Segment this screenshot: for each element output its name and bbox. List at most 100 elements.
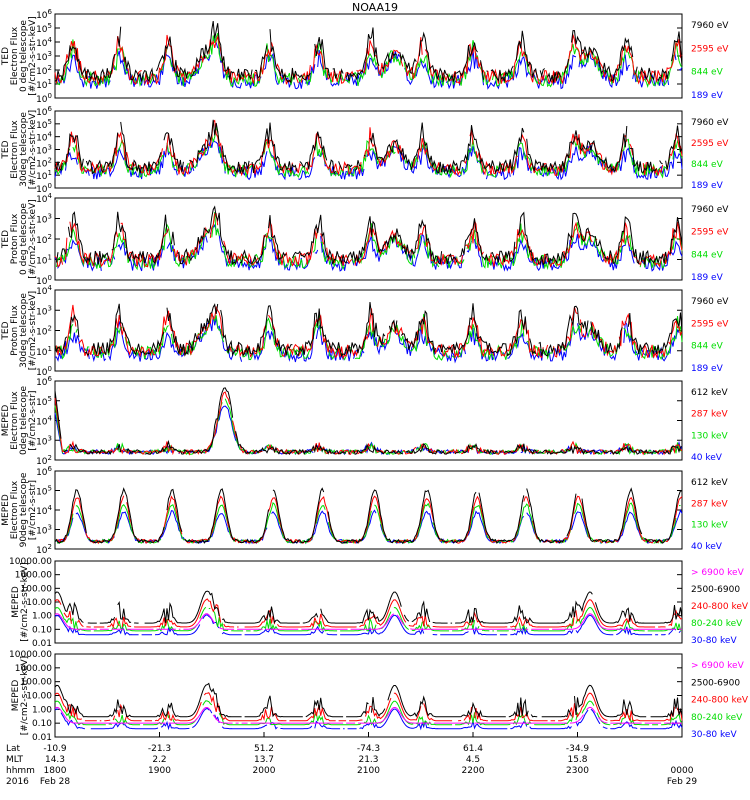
legend-label: 80-240 keV [691, 713, 743, 723]
x-tick-label: Feb 29 [667, 777, 698, 787]
legend-label: 189 eV [691, 273, 724, 283]
y-tick-label: 100.00 [21, 678, 53, 688]
y-tick-label: 106 [36, 105, 52, 118]
series-line-1 [54, 487, 683, 545]
y-tick-label: 101 [36, 254, 52, 267]
y-axis-label: [#/cm2-s-str-keV] [20, 562, 30, 641]
y-tick-label: 105 [36, 485, 52, 498]
x-tick-label: 13.7 [254, 755, 274, 765]
x-tick-label: 2.2 [152, 755, 166, 765]
legend-label: 189 eV [691, 181, 724, 191]
x-tick-label: 51.2 [254, 744, 274, 754]
y-tick-label: 0.10 [32, 625, 52, 635]
y-tick-label: 104 [36, 415, 52, 428]
legend-label: 2595 eV [691, 139, 729, 149]
y-axis-label: 0deg telescope [19, 386, 29, 456]
legend-label: 240-800 keV [691, 602, 749, 612]
y-tick-label: 106 [36, 375, 52, 388]
y-axis-label: [#/cm2-s-str-keV] [28, 199, 38, 278]
y-axis-label: TED [1, 321, 11, 340]
y-axis-label: 30deg telescope [19, 112, 29, 187]
y-axis-label: 90deg telescope [19, 472, 29, 547]
x-tick-label: 1800 [44, 766, 67, 776]
x-tick-label: Feb 28 [40, 777, 71, 787]
y-axis-label: 0 deg telescope [19, 203, 29, 275]
y-tick-label: 100 [36, 182, 52, 195]
legend-label: 7960 eV [691, 118, 729, 128]
y-tick-label: 106 [36, 8, 52, 21]
y-tick-label: 101 [36, 78, 52, 91]
legend-label: 2595 eV [691, 228, 729, 238]
y-tick-label: 103 [36, 434, 52, 447]
y-axis-label: Electron Flux [10, 120, 20, 179]
y-axis-label: Electron Flux [10, 480, 20, 539]
y-tick-label: 104 [36, 284, 52, 297]
y-axis-label: MEPED [11, 586, 21, 618]
y-tick-label: 104 [36, 504, 52, 517]
series-line-1 [54, 21, 683, 85]
series-line-5 [54, 614, 681, 636]
y-tick-label: 100 [36, 365, 52, 378]
panel-6: 102 103 104 105 106 MEPED Electron Flux 90deg t… [1, 465, 728, 556]
y-tick-label: 102 [36, 543, 52, 556]
y-tick-label: 10000.00 [9, 650, 52, 660]
series-line-3 [54, 692, 683, 722]
series-line-1 [54, 301, 683, 357]
y-tick-label: 10000.00 [9, 557, 52, 567]
x-tick-label: -21.3 [148, 744, 171, 754]
legend-label: > 6900 keV [691, 661, 745, 671]
y-tick-label: 105 [36, 22, 52, 35]
y-tick-label: 1000.00 [15, 571, 52, 581]
y-tick-label: 104 [36, 192, 52, 205]
y-axis-label: TED [1, 47, 11, 66]
y-tick-label: 1.00 [32, 705, 52, 715]
y-tick-label: 103 [36, 213, 52, 226]
series-line-1 [54, 119, 683, 175]
y-axis-label: Proton Flux [10, 305, 20, 356]
y-axis-label: 0 deg telescope [19, 20, 29, 92]
y-tick-label: 103 [36, 144, 52, 157]
x-tick-label: 15.8 [567, 755, 587, 765]
y-tick-label: 102 [36, 156, 52, 169]
legend-label: 844 eV [691, 250, 724, 260]
y-axis-label: MEPED [1, 405, 11, 437]
y-tick-label: 104 [36, 131, 52, 144]
series-line-3 [54, 598, 683, 629]
x-tick-label: 2200 [462, 766, 485, 776]
legend-label: 189 eV [691, 364, 724, 374]
y-tick-label: 101 [36, 345, 52, 358]
x-tick-label: 61.4 [463, 744, 483, 754]
series-line-2 [54, 682, 683, 718]
panel-8: 0.01 0.10 1.00 10.00 100.00 1000.00 10000.00 ME… [9, 650, 749, 743]
legend-label: 240-800 keV [691, 696, 749, 706]
y-tick-label: 0.01 [32, 639, 52, 649]
y-tick-label: 103 [36, 304, 52, 317]
legend-label: 30-80 keV [691, 636, 737, 646]
x-tick-label: 2100 [357, 766, 380, 776]
y-tick-label: 106 [36, 465, 52, 478]
y-axis-label: 30deg telescope [19, 293, 29, 368]
legend-label: 2500-6900 [691, 678, 740, 688]
x-row-label: MLT [6, 755, 24, 765]
y-axis-label: [#/cm2-s-str-keV] [28, 16, 38, 95]
x-tick-label: 2000 [253, 766, 276, 776]
x-row-label: 2016 [6, 777, 29, 787]
legend-label: 7960 eV [691, 205, 729, 215]
series-line-5 [54, 707, 683, 731]
x-row-label: hhmm [6, 766, 35, 776]
y-axis-label: [#/cm2-s-str-keV] [20, 656, 30, 735]
legend-label: 130 keV [691, 521, 728, 531]
y-tick-label: 101 [36, 169, 52, 182]
x-tick-label: -10.9 [43, 744, 67, 754]
legend-label: 612 keV [691, 478, 728, 488]
y-tick-label: 100 [36, 92, 52, 105]
y-axis-label: MEPED [11, 680, 21, 712]
x-tick-label: 2300 [566, 766, 589, 776]
y-tick-label: 100.00 [21, 584, 53, 594]
y-axis-label: Electron Flux [10, 26, 20, 85]
panel-5: 102 103 104 105 106 MEPED Electron Flux 0deg te… [1, 375, 728, 467]
